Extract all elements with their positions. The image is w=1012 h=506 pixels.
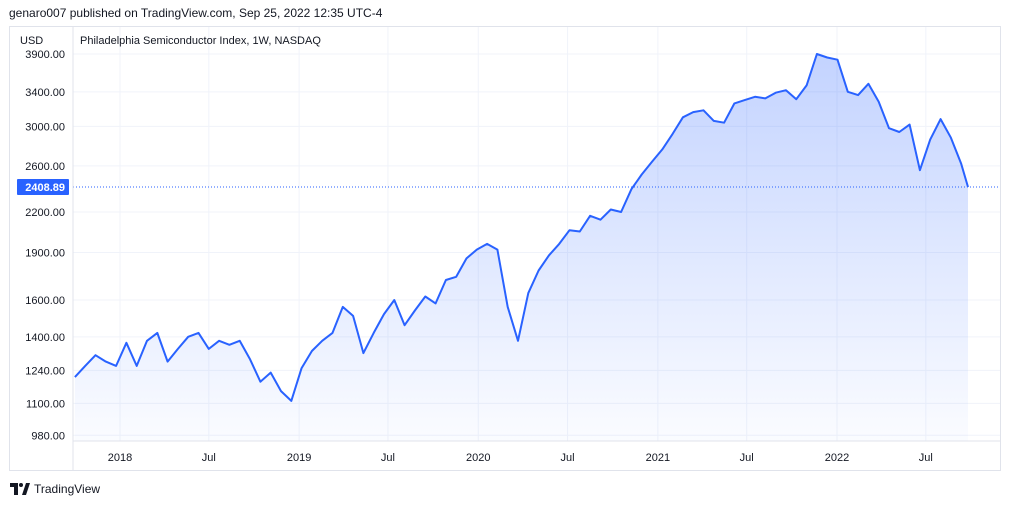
- tradingview-logo[interactable]: TradingView: [10, 482, 100, 496]
- tradingview-logo-text: TradingView: [34, 482, 101, 496]
- publisher-line: genaro007 published on TradingView.com, …: [9, 6, 383, 20]
- last-price-tag: 2408.89: [17, 178, 69, 195]
- currency-label: USD: [20, 35, 44, 47]
- y-tick-label: 1100.00: [26, 398, 65, 410]
- y-tick-label: 1600.00: [25, 295, 65, 307]
- last-price-tag-bg: [17, 178, 69, 195]
- y-axis: 980.00 1100.00 1240.00 1400.00 1600.00 1900.0…: [25, 49, 65, 442]
- y-tick-label: 1400.00: [25, 332, 65, 344]
- x-tick-label: Jul: [740, 452, 754, 464]
- y-tick-label: 3400.00: [25, 87, 65, 99]
- chart-title: Philadelphia Semiconductor Index, 1W, NA…: [80, 35, 321, 47]
- y-tick-label: 2600.00: [25, 161, 65, 173]
- y-tick-label: 1900.00: [25, 248, 65, 260]
- x-tick-label: 2020: [466, 452, 490, 464]
- x-tick-label: Jul: [381, 452, 395, 464]
- x-tick-label: Jul: [919, 452, 933, 464]
- y-tick-label: 2200.00: [25, 207, 65, 219]
- y-tick-label: 3000.00: [25, 121, 65, 133]
- y-tick-label: 3900.00: [25, 49, 65, 61]
- x-tick-label: 2022: [825, 452, 849, 464]
- last-price-label: 2408.89: [25, 182, 65, 194]
- tradingview-logo-icon: [10, 483, 30, 495]
- x-tick-label: 2021: [646, 452, 670, 464]
- x-axis: 2018 Jul 2019 Jul 2020 Jul 2021 Jul 2022 Jul: [72, 27, 1000, 470]
- y-tick-label: 1240.00: [25, 365, 65, 377]
- y-tick-label: 980.00: [31, 430, 65, 442]
- x-tick-label: Jul: [561, 452, 575, 464]
- x-tick-label: 2018: [108, 452, 132, 464]
- chart-frame: [9, 26, 1001, 471]
- price-area-fill: [74, 54, 968, 441]
- x-tick-label: 2019: [287, 452, 311, 464]
- x-tick-label: Jul: [202, 452, 216, 464]
- price-line: [74, 53, 969, 402]
